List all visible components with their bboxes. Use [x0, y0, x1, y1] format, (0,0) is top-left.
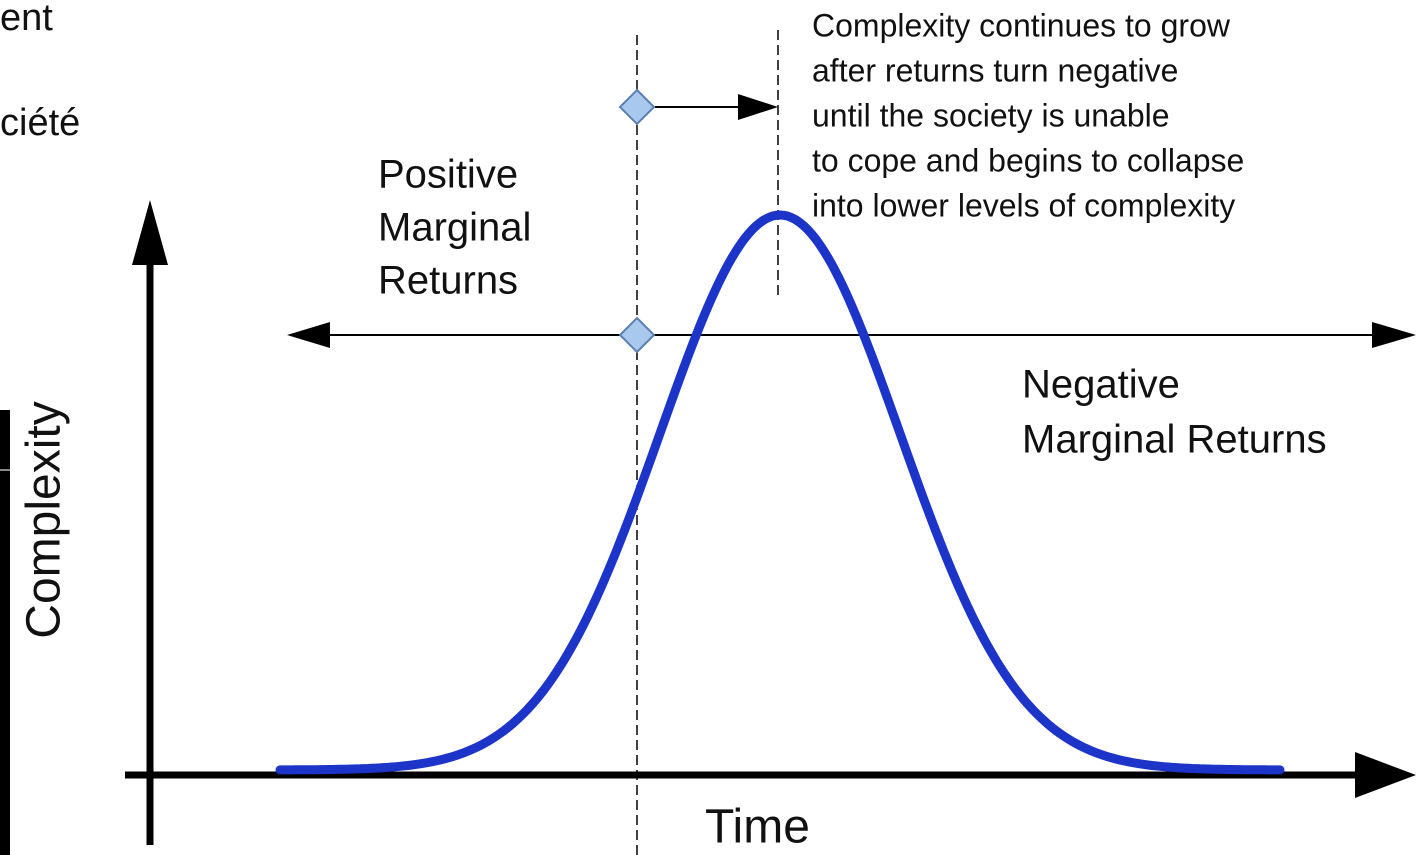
arrowhead-left: [287, 322, 330, 348]
annotation: Complexity continues to grow after return…: [812, 7, 1244, 223]
text-line: after returns turn negative: [812, 52, 1178, 88]
text-line: until the society is unable: [812, 97, 1170, 133]
fragment: ciété: [0, 102, 80, 144]
negative-label: Negative Marginal Returns: [1022, 363, 1327, 462]
text-line: into lower levels of complexity: [812, 187, 1235, 223]
x-arrowhead: [1355, 752, 1416, 798]
text-line: Marginal Returns: [1022, 418, 1327, 462]
text-line: Returns: [378, 259, 518, 303]
text-line: to cope and begins to collapse: [812, 142, 1244, 178]
x-axis-label: Time: [705, 801, 810, 854]
text-line: Positive: [378, 153, 518, 197]
growth-arrowhead: [738, 94, 778, 120]
fragment: ent: [0, 0, 53, 39]
text-line: Negative: [1022, 363, 1180, 407]
diamond: [618, 88, 656, 126]
y-axis-label: Complexity: [18, 401, 71, 638]
diamond: [618, 316, 656, 354]
text-line: Complexity continues to grow: [812, 7, 1231, 43]
arrowhead-right: [1372, 322, 1416, 348]
text-line: Marginal: [378, 206, 531, 250]
y-arrowhead: [132, 200, 168, 265]
side-bar: [0, 410, 10, 855]
positive-label: Positive Marginal Returns: [378, 153, 531, 303]
bell-curve: [275, 210, 1285, 775]
